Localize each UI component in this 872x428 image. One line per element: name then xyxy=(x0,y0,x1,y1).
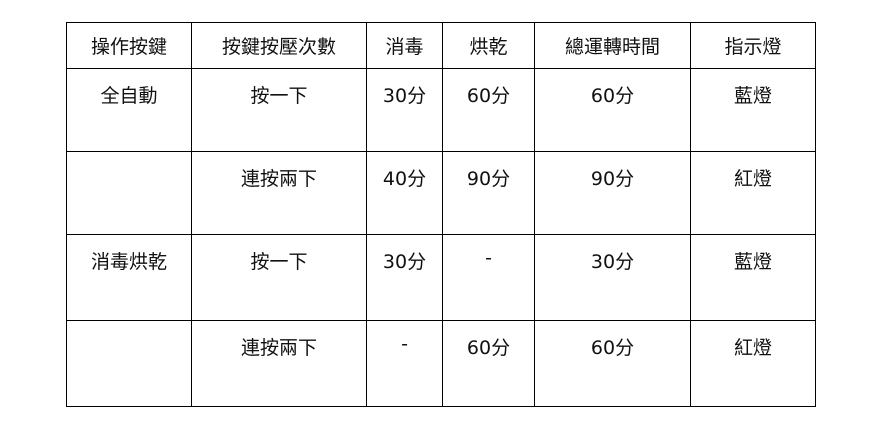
cell: 紅燈 xyxy=(690,151,816,235)
header-cell: 操作按鍵 xyxy=(66,22,192,69)
table-row: 連按兩下 -60分 60分 紅燈 xyxy=(66,320,816,407)
header-row: 操作按鍵 按鍵按壓次數 消毒 烘乾 總運轉時間 指示燈 xyxy=(66,22,816,69)
cell: 消毒烘乾 xyxy=(66,234,192,321)
cell: 按一下 xyxy=(191,68,367,152)
cell: 30分 xyxy=(366,234,443,321)
cell: 90分 xyxy=(442,151,535,235)
header-cell: 按鍵按壓次數 xyxy=(191,22,367,69)
cell: 60分 xyxy=(534,68,691,152)
cell: 藍燈 xyxy=(690,68,816,152)
cell: - xyxy=(442,234,535,321)
cell: 40分 xyxy=(366,151,443,235)
cell: 全自動 xyxy=(66,68,192,152)
header-cell: 烘乾 xyxy=(442,22,535,69)
cell: 90分 xyxy=(534,151,691,235)
cell: 藍燈 xyxy=(690,234,816,321)
table-row: 連按兩下 40分 90分 90分 紅燈 xyxy=(66,151,816,235)
cell xyxy=(66,151,192,235)
cell: - xyxy=(366,320,443,407)
cell: 60分 xyxy=(442,68,535,152)
cell: 連按兩下 xyxy=(191,320,367,407)
table-row: 消毒烘乾 按一下 30分 -30分 藍燈 xyxy=(66,234,816,321)
cell: 紅燈 xyxy=(690,320,816,407)
operation-table: 操作按鍵 按鍵按壓次數 消毒 烘乾 總運轉時間 指示燈 全自動 按一下 30分 60分… xyxy=(66,22,816,407)
header-cell: 指示燈 xyxy=(690,22,816,69)
header-cell: 總運轉時間 xyxy=(534,22,691,69)
cell: 30分 xyxy=(366,68,443,152)
cell xyxy=(66,320,192,407)
cell: 30分 xyxy=(534,234,691,321)
cell: 60分 xyxy=(442,320,535,407)
cell: 連按兩下 xyxy=(191,151,367,235)
cell: 按一下 xyxy=(191,234,367,321)
header-cell: 消毒 xyxy=(366,22,443,69)
table-row: 全自動 按一下 30分 60分 60分 藍燈 xyxy=(66,68,816,152)
cell: 60分 xyxy=(534,320,691,407)
